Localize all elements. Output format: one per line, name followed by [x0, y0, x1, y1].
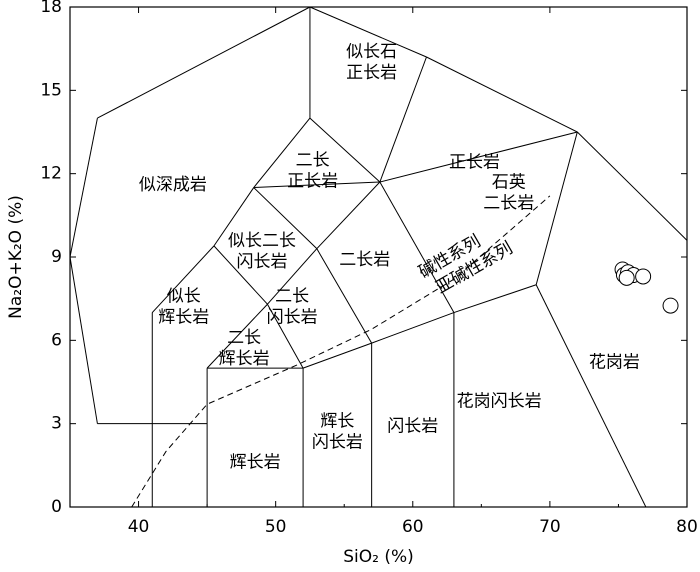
- field-boundary-6: [213, 187, 255, 247]
- data-points: [614, 261, 679, 314]
- field-label-7-1: 辉长岩: [158, 308, 209, 328]
- field-boundary-23: [267, 248, 318, 305]
- field-boundary-29: [379, 181, 455, 313]
- data-point-4: [635, 268, 652, 285]
- field-label-13-0: 花岗闪长岩: [457, 391, 542, 411]
- field-label-14-0: 花岗岩: [589, 353, 640, 373]
- field-boundary-7: [151, 245, 215, 313]
- field-boundary-15: [535, 131, 578, 285]
- y-tick-label-18: 18: [40, 0, 62, 17]
- x-tick-label-60: 60: [402, 517, 424, 537]
- field-boundary-3: [97, 6, 311, 119]
- x-tick-label-70: 70: [539, 517, 561, 537]
- field-label-3-0: 二长: [296, 150, 330, 170]
- y-tick-label-15: 15: [40, 80, 62, 100]
- field-boundaries: [69, 6, 688, 508]
- y-tick-label-12: 12: [40, 164, 62, 184]
- field-boundary-32: [309, 6, 427, 58]
- field-boundary-13: [371, 312, 455, 344]
- y-axis-title: Na₂O+K₂O (%): [6, 195, 26, 319]
- field-boundary-27: [253, 181, 380, 189]
- alkaline-subalkaline-divider: [131, 195, 551, 508]
- field-label-6-0: 二长岩: [339, 250, 390, 270]
- field-boundary-16: [576, 131, 688, 241]
- y-tick-label-3: 3: [51, 414, 62, 434]
- field-label-2-0: 似深成岩: [139, 175, 207, 195]
- field-label-3-1: 正长岩: [287, 171, 338, 191]
- field-label-8-0: 二长: [275, 287, 309, 307]
- field-label-7-0: 似长: [167, 287, 201, 307]
- field-boundary-28: [309, 117, 381, 183]
- field-boundary-25: [316, 181, 381, 250]
- field-boundary-2: [69, 118, 98, 258]
- data-point-6: [662, 297, 679, 314]
- x-tick-label-50: 50: [265, 517, 287, 537]
- field-boundary-14: [453, 284, 537, 314]
- field-boundary-33: [426, 56, 578, 133]
- field-boundary-10: [206, 303, 268, 369]
- field-label-4-1: 二长岩: [483, 194, 534, 214]
- field-boundary-30: [379, 131, 578, 183]
- field-label-5-0: 似长二长: [228, 231, 296, 251]
- y-tick-label-0: 0: [51, 497, 62, 517]
- field-label-8-1: 闪长岩: [267, 308, 318, 328]
- field-label-12-0: 闪长岩: [387, 416, 438, 436]
- field-boundary-11: [267, 303, 304, 369]
- field-boundary-24: [316, 248, 373, 344]
- axes: 40 50 60 70 80 0 3 6 9 12 15 18 SiO₂ (%) Na₂O+K₂O (%): [6, 0, 698, 567]
- alkaline-divider-line: [131, 195, 551, 508]
- field-boundary-26: [253, 187, 318, 250]
- x-axis-title: SiO₂ (%): [343, 547, 414, 567]
- y-tick-label-9: 9: [51, 247, 62, 267]
- field-label-1-0: 正长岩: [449, 153, 500, 173]
- field-boundary-21: [535, 284, 647, 508]
- field-label-4-0: 石英: [492, 173, 526, 193]
- field-label-11-0: 辉长: [320, 412, 354, 432]
- field-label-11-1: 闪长岩: [312, 433, 363, 453]
- field-label-10-0: 辉长岩: [230, 453, 281, 473]
- x-tick-label-40: 40: [128, 517, 150, 537]
- field-label-9-1: 辉长岩: [219, 349, 270, 369]
- field-boundary-1: [69, 256, 98, 424]
- field-label-5-1: 闪长岩: [236, 252, 287, 272]
- y-tick-label-6: 6: [51, 330, 62, 350]
- field-boundary-5: [253, 117, 311, 188]
- field-label-0-1: 正长岩: [346, 63, 397, 83]
- field-boundary-12: [302, 342, 372, 369]
- field-label-0-0: 似长石: [346, 42, 397, 62]
- x-tick-label-80: 80: [676, 517, 698, 537]
- field-label-9-0: 二长: [227, 328, 261, 348]
- field-boundary-22: [213, 245, 268, 305]
- data-point-5: [618, 269, 635, 286]
- field-boundary-31: [379, 56, 427, 183]
